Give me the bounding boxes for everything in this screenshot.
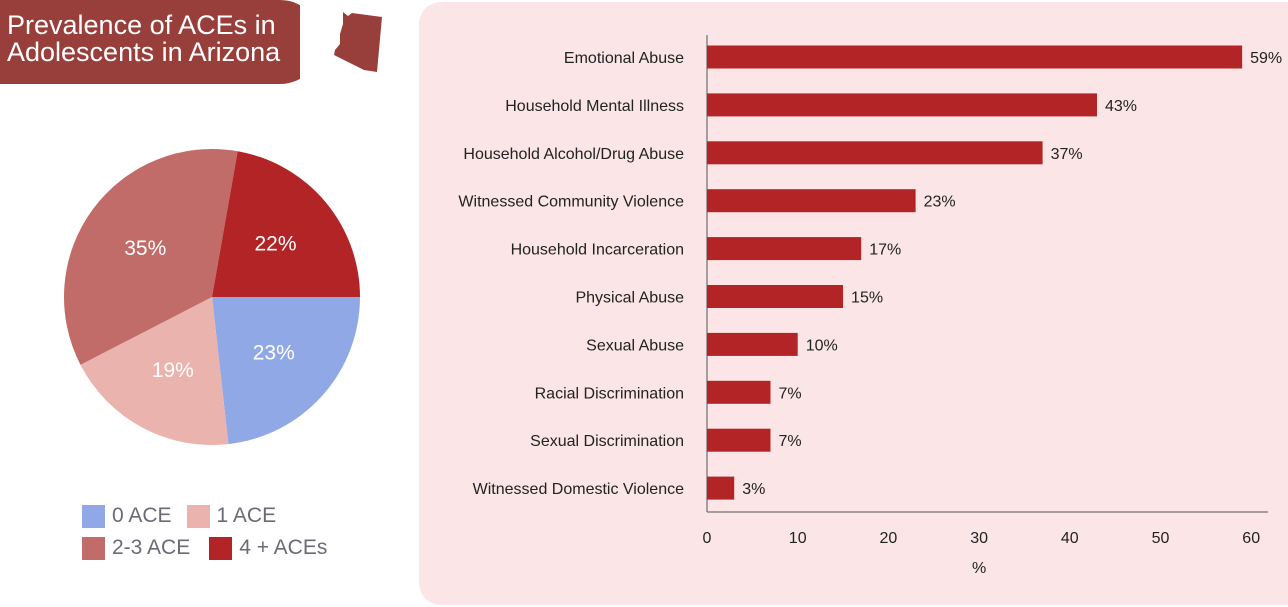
- bar: [707, 237, 862, 261]
- x-tick-label: 40: [1061, 530, 1079, 547]
- category-label: Household Alcohol/Drug Abuse: [463, 146, 684, 163]
- bar-value-label: 37%: [1051, 146, 1083, 163]
- pie-slice-2-3-ace: [63, 149, 238, 365]
- title-line-1: Prevalence of ACEs in: [7, 10, 276, 40]
- bar-value-label: 43%: [1105, 98, 1137, 115]
- legend-label: 4 + ACEs: [239, 536, 328, 559]
- x-tick-label: 50: [1152, 530, 1170, 547]
- bar: [707, 476, 735, 500]
- bar: [707, 45, 1243, 69]
- legend-swatch: [186, 504, 210, 528]
- legend-swatch: [209, 536, 233, 560]
- bar-value-label: 17%: [869, 242, 901, 259]
- category-label: Physical Abuse: [575, 290, 684, 307]
- legend-swatch: [82, 504, 105, 528]
- bar-value-label: 15%: [851, 290, 883, 307]
- bar: [707, 380, 771, 404]
- page-title: Prevalence of ACEs in Adolescents in Ari…: [7, 12, 280, 66]
- state-shape: [334, 12, 382, 72]
- legend-item-1-ace: 1 ACE: [186, 504, 277, 528]
- pie-slice-1-ace: [80, 297, 229, 446]
- category-label: Racial Discrimination: [535, 385, 684, 402]
- x-axis-title: %: [972, 560, 986, 577]
- pie-legend: 0 ACE 1 ACE 2-3 ACE 4 + ACEs: [82, 500, 327, 564]
- bar: [707, 428, 771, 452]
- legend-label: 0 ACE: [112, 504, 172, 527]
- legend-item-0-ace: 0 ACE: [82, 504, 172, 528]
- bar: [707, 285, 844, 308]
- x-tick-label: 60: [1242, 530, 1260, 547]
- title-banner: Prevalence of ACEs in Adolescents in Ari…: [0, 0, 322, 84]
- legend-item-4-aces: 4 + ACEs: [209, 536, 327, 560]
- bar: [707, 141, 1043, 165]
- x-tick-label: 10: [789, 530, 807, 547]
- bar-value-label: 3%: [742, 481, 765, 498]
- legend-label: 2-3 ACE: [112, 536, 191, 559]
- category-label: Witnessed Domestic Violence: [473, 481, 684, 498]
- x-tick-label: 30: [970, 530, 988, 547]
- category-label: Household Incarceration: [511, 242, 684, 259]
- x-tick-label: 20: [880, 530, 898, 547]
- pie-chart: 23% 19% 35% 22%: [63, 149, 360, 446]
- bar-value-label: 7%: [778, 385, 801, 402]
- legend-item-2-3-ace: 2-3 ACE: [82, 536, 190, 560]
- bar-value-label: 10%: [806, 337, 838, 354]
- category-label: Household Mental Illness: [505, 98, 684, 115]
- bar: [707, 93, 1098, 117]
- category-label: Emotional Abuse: [564, 50, 684, 67]
- pie-slice-label: 35%: [124, 237, 166, 260]
- title-line-2: Adolescents in Arizona: [7, 37, 281, 67]
- bar: [707, 189, 916, 213]
- bar-value-label: 7%: [778, 433, 801, 450]
- x-tick-label: 0: [703, 530, 712, 547]
- arizona-map-icon: [300, 0, 406, 86]
- category-label: Witnessed Community Violence: [458, 194, 684, 211]
- legend-label: 1 ACE: [216, 504, 277, 527]
- legend-swatch: [82, 536, 105, 560]
- bar-value-label: 59%: [1250, 50, 1282, 67]
- pie-slice-label: 19%: [152, 359, 194, 382]
- pie-slice-4-aces: [212, 151, 360, 297]
- category-label: Sexual Abuse: [586, 337, 684, 354]
- pie-slice-label: 23%: [253, 341, 295, 364]
- bar-value-label: 23%: [924, 194, 956, 211]
- pie-slice-label: 22%: [254, 233, 296, 256]
- bar: [707, 332, 798, 356]
- category-label: Sexual Discrimination: [530, 433, 684, 450]
- pie-slice-0-ace: [212, 297, 360, 445]
